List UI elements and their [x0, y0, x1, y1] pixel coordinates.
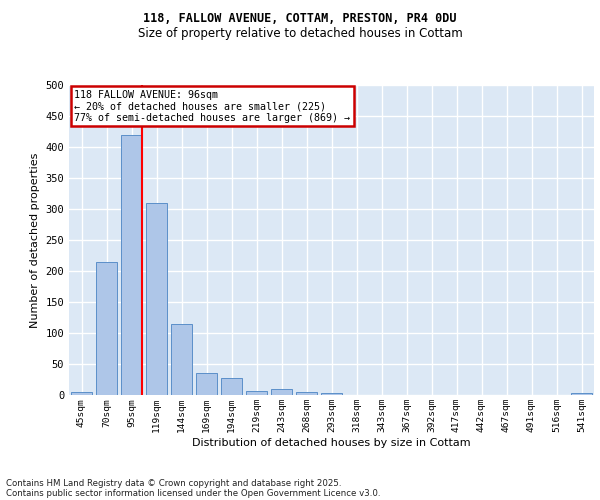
Bar: [171, 324, 192, 395]
Bar: [246, 390, 267, 395]
Bar: [196, 374, 217, 395]
Bar: [96, 262, 117, 395]
Y-axis label: Number of detached properties: Number of detached properties: [30, 152, 40, 328]
Bar: [321, 393, 342, 395]
Text: 118 FALLOW AVENUE: 96sqm
← 20% of detached houses are smaller (225)
77% of semi-: 118 FALLOW AVENUE: 96sqm ← 20% of detach…: [74, 90, 350, 123]
Bar: [71, 392, 92, 395]
Text: Contains public sector information licensed under the Open Government Licence v3: Contains public sector information licen…: [6, 488, 380, 498]
Text: Contains HM Land Registry data © Crown copyright and database right 2025.: Contains HM Land Registry data © Crown c…: [6, 478, 341, 488]
Bar: [271, 389, 292, 395]
Text: Size of property relative to detached houses in Cottam: Size of property relative to detached ho…: [137, 28, 463, 40]
Bar: [146, 203, 167, 395]
X-axis label: Distribution of detached houses by size in Cottam: Distribution of detached houses by size …: [192, 438, 471, 448]
Bar: [296, 392, 317, 395]
Text: 118, FALLOW AVENUE, COTTAM, PRESTON, PR4 0DU: 118, FALLOW AVENUE, COTTAM, PRESTON, PR4…: [143, 12, 457, 26]
Bar: [121, 134, 142, 395]
Bar: [221, 378, 242, 395]
Bar: [571, 393, 592, 395]
